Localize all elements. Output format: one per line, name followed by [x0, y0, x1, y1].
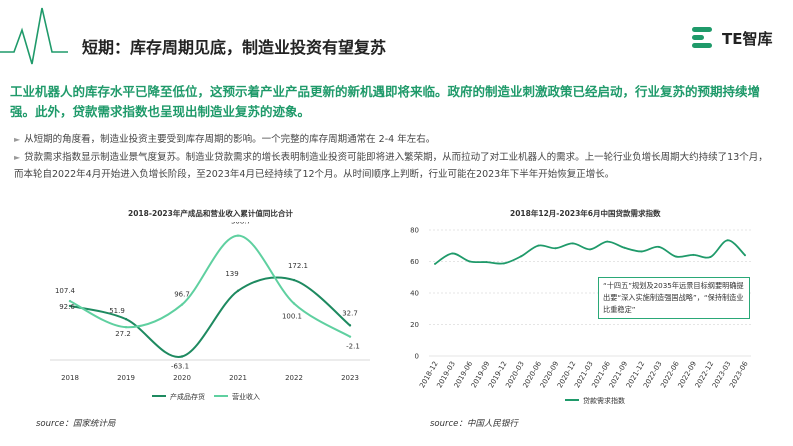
data-point — [451, 252, 454, 255]
data-point — [236, 234, 240, 237]
data-point — [180, 355, 184, 358]
x-tick-label: 2021 — [229, 374, 247, 382]
legend-label: 产成品存货 — [170, 392, 205, 401]
data-label: -2.1 — [346, 343, 360, 351]
bullet-item-2: ► 贷款需求指数显示制造业景气度复苏。制造业贷款需求的增长表明制造业投资可能即将进… — [14, 152, 768, 180]
y-tick-label: 0 — [415, 353, 419, 361]
data-point — [292, 278, 296, 282]
data-point — [292, 302, 296, 305]
data-point — [485, 261, 488, 264]
x-tick-label: 2023 — [341, 374, 359, 382]
data-label: 100.1 — [282, 312, 302, 320]
data-point — [68, 299, 72, 303]
x-tick-label: 2020 — [173, 374, 191, 382]
data-point — [348, 335, 352, 338]
data-label: 308.7 — [231, 222, 251, 226]
data-point — [468, 260, 471, 263]
pulse-line-decoration — [0, 7, 68, 65]
data-point — [692, 253, 695, 256]
data-label: 32.7 — [342, 309, 358, 317]
left-chart-source: source：国家统计局 — [36, 419, 116, 429]
data-point — [236, 289, 240, 293]
data-label: 27.2 — [115, 330, 131, 338]
data-label: 96.7 — [174, 291, 190, 299]
left-chart-title: 2018-2023年产成品和营业收入累计值同比合计 — [128, 209, 293, 218]
page-title: 短期：库存周期见底，制造业投资有望复苏 — [82, 38, 387, 57]
data-point — [657, 245, 660, 248]
brand-logo-icon — [692, 27, 712, 48]
data-point — [180, 303, 184, 306]
bullet-arrow-icon: ► — [14, 135, 21, 144]
data-point — [571, 242, 574, 245]
left-chart: 2018 2019 2020 2021 2022 2023 92.6 51.9 -63.1 139… — [50, 222, 370, 401]
data-point — [640, 250, 643, 253]
x-tick-label: 2022 — [285, 374, 303, 382]
data-point — [709, 255, 712, 258]
series-line-0 — [434, 239, 746, 265]
legend-label: 营业收入 — [232, 392, 260, 401]
data-label: 107.4 — [55, 287, 76, 295]
brand-logo-text: TE智库 — [722, 30, 773, 48]
data-point — [124, 317, 128, 321]
data-label: 51.9 — [109, 307, 125, 315]
data-point — [554, 247, 557, 250]
data-label: 139 — [225, 270, 238, 278]
data-label: -63.1 — [171, 363, 189, 371]
legend-label: 贷款需求指数 — [583, 396, 625, 405]
x-tick-label: 2018 — [61, 374, 79, 382]
y-tick-label: 60 — [410, 258, 419, 266]
data-point — [726, 239, 729, 242]
right-chart-title: 2018年12月-2023年6月中国贷款需求指数 — [510, 209, 661, 218]
data-point — [348, 324, 352, 327]
data-point — [520, 255, 523, 258]
right-chart-source: source：中国人民银行 — [430, 419, 518, 429]
bullet-item-1: ► 从短期的角度看，制造业投资主要受到库存周期的影响。一个完整的库存周期通常在 2… — [14, 134, 436, 145]
x-tick-label: 2019 — [117, 374, 135, 382]
data-point — [124, 325, 128, 329]
data-point — [589, 248, 591, 251]
data-point — [537, 244, 540, 247]
bullet-arrow-icon: ► — [14, 153, 21, 162]
data-point — [675, 255, 678, 258]
data-label: 92.6 — [59, 303, 75, 311]
series-line-0 — [69, 276, 351, 358]
right-chart: 0204060802018-122019-032019-062019-09201… — [410, 227, 751, 405]
y-tick-label: 80 — [410, 227, 419, 235]
data-point — [502, 262, 505, 265]
data-point — [606, 240, 609, 243]
y-tick-label: 20 — [410, 321, 419, 329]
headline-summary: 工业机器人的库存水平已降至低位，这预示着产业产品更新的新机遇即将来临。政府的制造… — [10, 84, 761, 119]
y-tick-label: 40 — [410, 290, 419, 298]
data-point — [68, 304, 72, 308]
policy-annotation-box: “十四五”规划及2035年远景目标纲要明确提出要“深入实施制造强国战略”，“保持… — [598, 277, 750, 319]
data-point — [744, 254, 746, 257]
data-point — [434, 262, 436, 265]
data-point — [623, 246, 626, 249]
data-label: 172.1 — [288, 262, 308, 270]
series-line-1 — [69, 234, 351, 338]
